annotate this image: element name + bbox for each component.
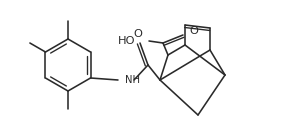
Text: O: O — [134, 29, 142, 39]
Text: NH: NH — [125, 75, 140, 85]
Text: O: O — [189, 26, 198, 36]
Text: HO: HO — [118, 36, 135, 46]
